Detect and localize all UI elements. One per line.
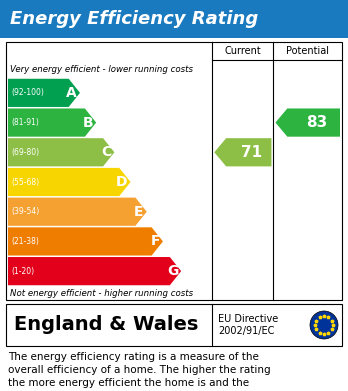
Text: A: A <box>66 86 77 100</box>
Text: (39-54): (39-54) <box>11 207 39 216</box>
Polygon shape <box>8 257 181 285</box>
Circle shape <box>310 311 338 339</box>
Text: EU Directive: EU Directive <box>218 314 278 324</box>
Text: 83: 83 <box>306 115 327 130</box>
Text: Energy Efficiency Rating: Energy Efficiency Rating <box>10 10 258 28</box>
Text: F: F <box>150 235 160 248</box>
Polygon shape <box>214 138 271 167</box>
Polygon shape <box>8 138 114 167</box>
Text: (81-91): (81-91) <box>11 118 39 127</box>
Polygon shape <box>8 168 130 196</box>
Polygon shape <box>8 227 163 256</box>
Text: Current: Current <box>224 46 261 56</box>
Text: (55-68): (55-68) <box>11 178 39 187</box>
Polygon shape <box>8 79 80 107</box>
Text: B: B <box>82 116 93 129</box>
Text: Very energy efficient - lower running costs: Very energy efficient - lower running co… <box>10 66 193 75</box>
Bar <box>6 304 342 346</box>
Text: (69-80): (69-80) <box>11 148 39 157</box>
Text: England & Wales: England & Wales <box>14 316 198 334</box>
Polygon shape <box>8 108 96 137</box>
Text: the more energy efficient the home is and the: the more energy efficient the home is an… <box>8 378 249 388</box>
Text: (92-100): (92-100) <box>11 88 44 97</box>
Text: E: E <box>134 205 144 219</box>
Bar <box>6 42 342 300</box>
Text: Not energy efficient - higher running costs: Not energy efficient - higher running co… <box>10 289 193 298</box>
Text: (21-38): (21-38) <box>11 237 39 246</box>
Bar <box>0 0 348 38</box>
Text: 2002/91/EC: 2002/91/EC <box>218 326 275 336</box>
Text: 71: 71 <box>241 145 262 160</box>
Text: overall efficiency of a home. The higher the rating: overall efficiency of a home. The higher… <box>8 365 271 375</box>
Text: C: C <box>101 145 111 159</box>
Text: (1-20): (1-20) <box>11 267 34 276</box>
Text: G: G <box>167 264 178 278</box>
Text: Potential: Potential <box>286 46 329 56</box>
Text: The energy efficiency rating is a measure of the: The energy efficiency rating is a measur… <box>8 352 259 362</box>
Polygon shape <box>276 108 340 137</box>
Polygon shape <box>8 197 147 226</box>
Text: D: D <box>116 175 128 189</box>
